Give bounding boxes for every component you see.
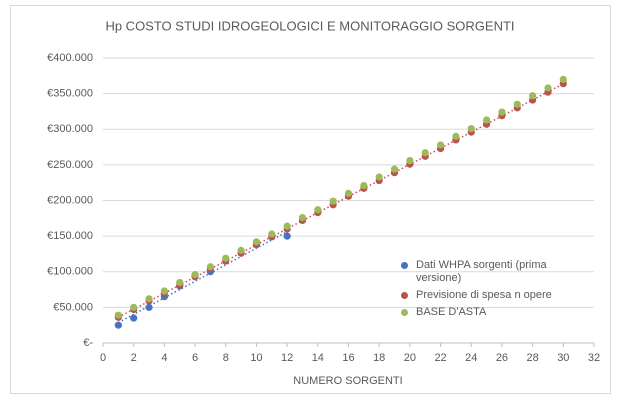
data-point	[252, 238, 261, 246]
x-tick-label: 32	[588, 352, 600, 364]
legend-item: Previsione di spesa n opere	[398, 289, 588, 302]
legend-label: Dati WHPA sorgenti (prima versione)	[416, 259, 547, 284]
data-point	[222, 254, 230, 262]
legend-item: Dati WHPA sorgenti (prima versione)	[398, 259, 588, 285]
data-point	[344, 189, 353, 197]
chart-title: Hp COSTO STUDI IDROGEOLOGICI E MONITORAG…	[105, 18, 514, 33]
y-tick-label: €300.000	[47, 123, 93, 135]
data-point	[298, 214, 307, 222]
data-point	[559, 75, 567, 83]
x-tick-label: 0	[100, 352, 106, 364]
legend-label: BASE D'ASTA	[416, 306, 487, 318]
y-tick-label: €-	[83, 337, 93, 349]
y-tick-label: €400.000	[47, 52, 93, 64]
y-tick-label: €250.000	[47, 159, 93, 171]
data-point	[544, 84, 552, 92]
x-tick-label: 20	[404, 352, 416, 364]
x-tick-label: 24	[465, 352, 477, 364]
y-tick-label: €100.000	[47, 266, 93, 278]
data-point	[390, 165, 399, 173]
x-tick-label: 4	[161, 352, 167, 364]
x-tick-label: 26	[496, 352, 508, 364]
data-point	[160, 287, 168, 295]
data-point	[513, 100, 521, 108]
data-point	[283, 222, 291, 230]
data-point	[237, 246, 245, 254]
x-tick-label: 18	[373, 352, 385, 364]
y-tick-label: €350.000	[47, 88, 93, 100]
data-point	[436, 141, 445, 149]
data-point	[360, 181, 368, 190]
data-point	[375, 173, 383, 181]
x-tick-label: 28	[527, 352, 539, 364]
x-tick-label: 6	[192, 352, 198, 364]
data-point	[406, 157, 414, 165]
data-point	[498, 108, 506, 116]
data-point	[529, 92, 537, 100]
legend-marker	[401, 262, 408, 269]
y-tick-label: €50.000	[53, 301, 93, 313]
x-tick-label: 8	[223, 352, 229, 364]
data-point	[191, 271, 199, 279]
legend-label: Previsione di spesa n opere	[416, 289, 552, 301]
data-point	[145, 295, 153, 303]
data-point	[206, 263, 215, 271]
legend-marker	[401, 292, 408, 299]
data-point	[145, 303, 153, 311]
x-tick-label: 12	[281, 352, 293, 364]
x-axis-title: NUMERO SORGENTI	[293, 375, 402, 387]
data-point	[114, 311, 122, 319]
data-point	[452, 132, 460, 140]
data-point	[421, 149, 429, 157]
x-tick-label: 2	[131, 352, 137, 364]
y-tick-label: €150.000	[47, 230, 93, 242]
y-tick-label: €200.000	[47, 194, 93, 206]
legend: Dati WHPA sorgenti (prima versione) Previ…	[398, 259, 588, 323]
chart-border	[10, 5, 611, 394]
data-point	[283, 232, 291, 240]
data-point	[176, 278, 184, 287]
x-tick-label: 10	[250, 352, 262, 364]
data-point	[314, 206, 322, 214]
x-tick-label: 16	[342, 352, 354, 364]
data-point	[114, 321, 122, 329]
data-point	[329, 197, 337, 205]
data-point	[268, 230, 276, 238]
x-tick-label: 14	[312, 352, 324, 364]
data-point	[482, 116, 491, 124]
legend-marker	[401, 309, 408, 316]
data-point	[130, 303, 138, 311]
data-point	[130, 314, 138, 322]
data-point	[467, 124, 475, 133]
x-tick-label: 22	[434, 352, 446, 364]
x-tick-label: 30	[557, 352, 569, 364]
legend-item: BASE D'ASTA	[398, 306, 588, 319]
